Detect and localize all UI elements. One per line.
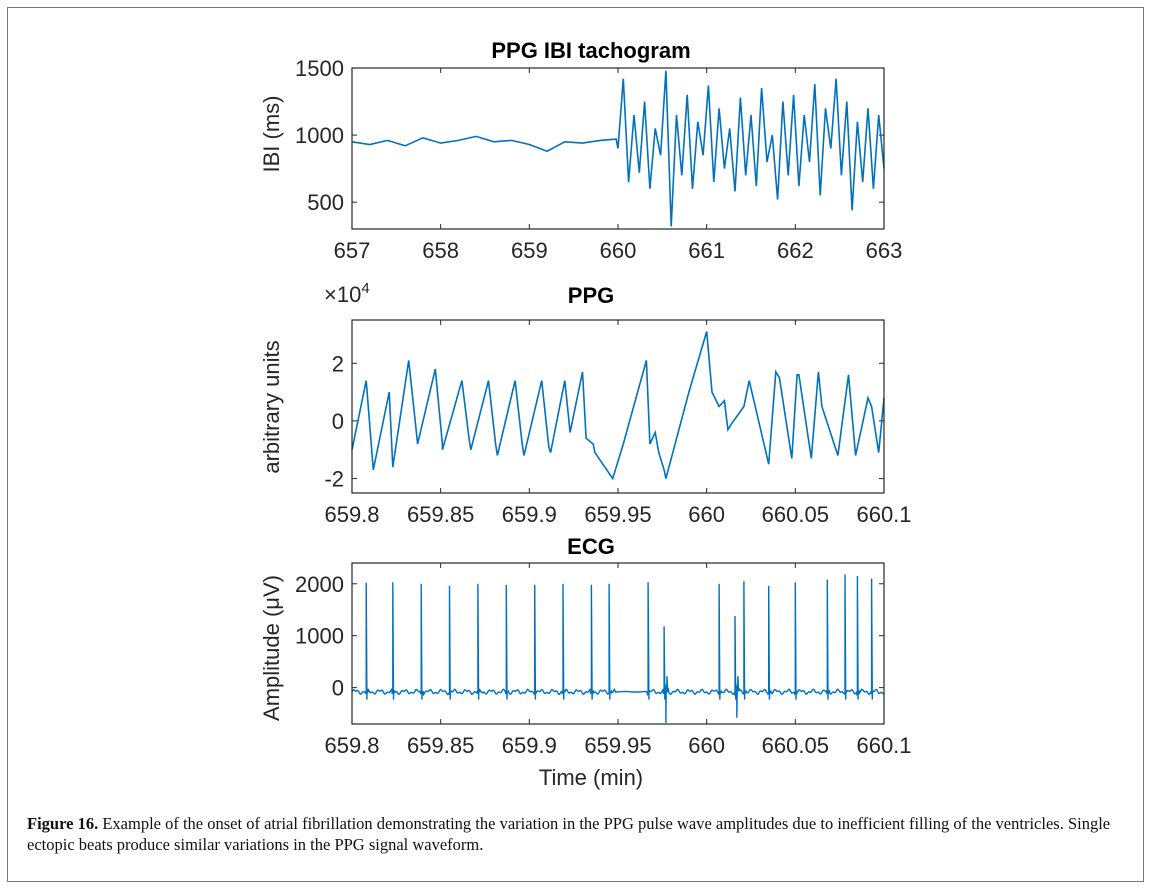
ibi-tachogram-ylabel: IBI (ms) bbox=[259, 96, 284, 173]
figure-canvas: PPG IBI tachogram IBI (ms) 657 658 659 660 6… bbox=[259, 38, 912, 790]
figure-caption-label: Figure 16. bbox=[27, 814, 99, 833]
x-tick-label: 660 bbox=[688, 502, 725, 527]
figure-frame bbox=[7, 7, 1144, 882]
x-tick-label: 660 bbox=[600, 238, 637, 263]
x-tick-label: 659.95 bbox=[584, 502, 651, 527]
ibi-tachogram-series-line bbox=[351, 70, 885, 227]
y-tick-label: 500 bbox=[307, 190, 344, 215]
x-tick-label: 659.9 bbox=[502, 733, 557, 758]
ppg-y-exponent: ×104 bbox=[324, 280, 370, 307]
ecg-panel: ECG Amplitude (μV) Time (min) 659.8 659.8… bbox=[259, 534, 912, 790]
ecg-series-line bbox=[351, 574, 885, 724]
x-tick-label: 660.1 bbox=[856, 502, 911, 527]
x-tick-label: 659.85 bbox=[407, 733, 474, 758]
ibi-tachogram-ticks: 657 658 659 660 661 662 663 500 1000 1500 bbox=[295, 56, 902, 263]
ecg-axes-box bbox=[351, 562, 885, 725]
x-tick-label: 659.85 bbox=[407, 502, 474, 527]
y-tick-label: 2000 bbox=[295, 572, 344, 597]
x-tick-label: 663 bbox=[866, 238, 903, 263]
ibi-tachogram-panel: PPG IBI tachogram IBI (ms) 657 658 659 660 6… bbox=[259, 38, 902, 263]
ibi-tachogram-axes-box bbox=[351, 67, 885, 230]
y-tick-label: 1000 bbox=[295, 624, 344, 649]
ecg-xlabel: Time (min) bbox=[539, 765, 643, 790]
ppg-ticks: 659.8 659.85 659.9 659.95 660 660.05 660.1 -2 0 2 bbox=[324, 320, 912, 527]
y-tick-label: -2 bbox=[324, 467, 344, 492]
y-tick-label: 1000 bbox=[295, 123, 344, 148]
y-tick-label: 2 bbox=[332, 351, 344, 376]
x-tick-label: 659 bbox=[511, 238, 548, 263]
y-tick-label: 0 bbox=[332, 676, 344, 701]
ppg-ylabel: arbitrary units bbox=[259, 340, 284, 473]
figure-caption: Figure 16. Example of the onset of atria… bbox=[27, 813, 1127, 855]
x-tick-label: 659.95 bbox=[584, 733, 651, 758]
x-tick-label: 659.8 bbox=[324, 733, 379, 758]
ecg-ticks: 659.8 659.85 659.9 659.95 660 660.05 660.1 0 100… bbox=[295, 563, 912, 758]
ppg-series-line bbox=[351, 331, 885, 481]
x-tick-label: 659.9 bbox=[502, 502, 557, 527]
x-tick-label: 661 bbox=[688, 238, 725, 263]
figure-caption-text: Example of the onset of atrial fibrillat… bbox=[27, 814, 1111, 854]
ppg-title: PPG bbox=[568, 283, 614, 308]
ecg-title: ECG bbox=[567, 534, 615, 559]
x-tick-label: 660.05 bbox=[762, 733, 829, 758]
ppg-axes-box bbox=[351, 319, 885, 494]
x-tick-label: 662 bbox=[777, 238, 814, 263]
x-tick-label: 660.05 bbox=[762, 502, 829, 527]
x-tick-label: 660.1 bbox=[856, 733, 911, 758]
x-tick-label: 660 bbox=[688, 733, 725, 758]
y-tick-label: 1500 bbox=[295, 56, 344, 81]
x-tick-label: 658 bbox=[422, 238, 459, 263]
ecg-ylabel: Amplitude (μV) bbox=[259, 575, 284, 721]
x-tick-label: 659.8 bbox=[324, 502, 379, 527]
ppg-panel: PPG ×104 arbitrary units 659.8 659.85 659.… bbox=[259, 280, 912, 527]
ibi-tachogram-title: PPG IBI tachogram bbox=[491, 38, 690, 63]
x-tick-label: 657 bbox=[334, 238, 371, 263]
y-tick-label: 0 bbox=[332, 409, 344, 434]
